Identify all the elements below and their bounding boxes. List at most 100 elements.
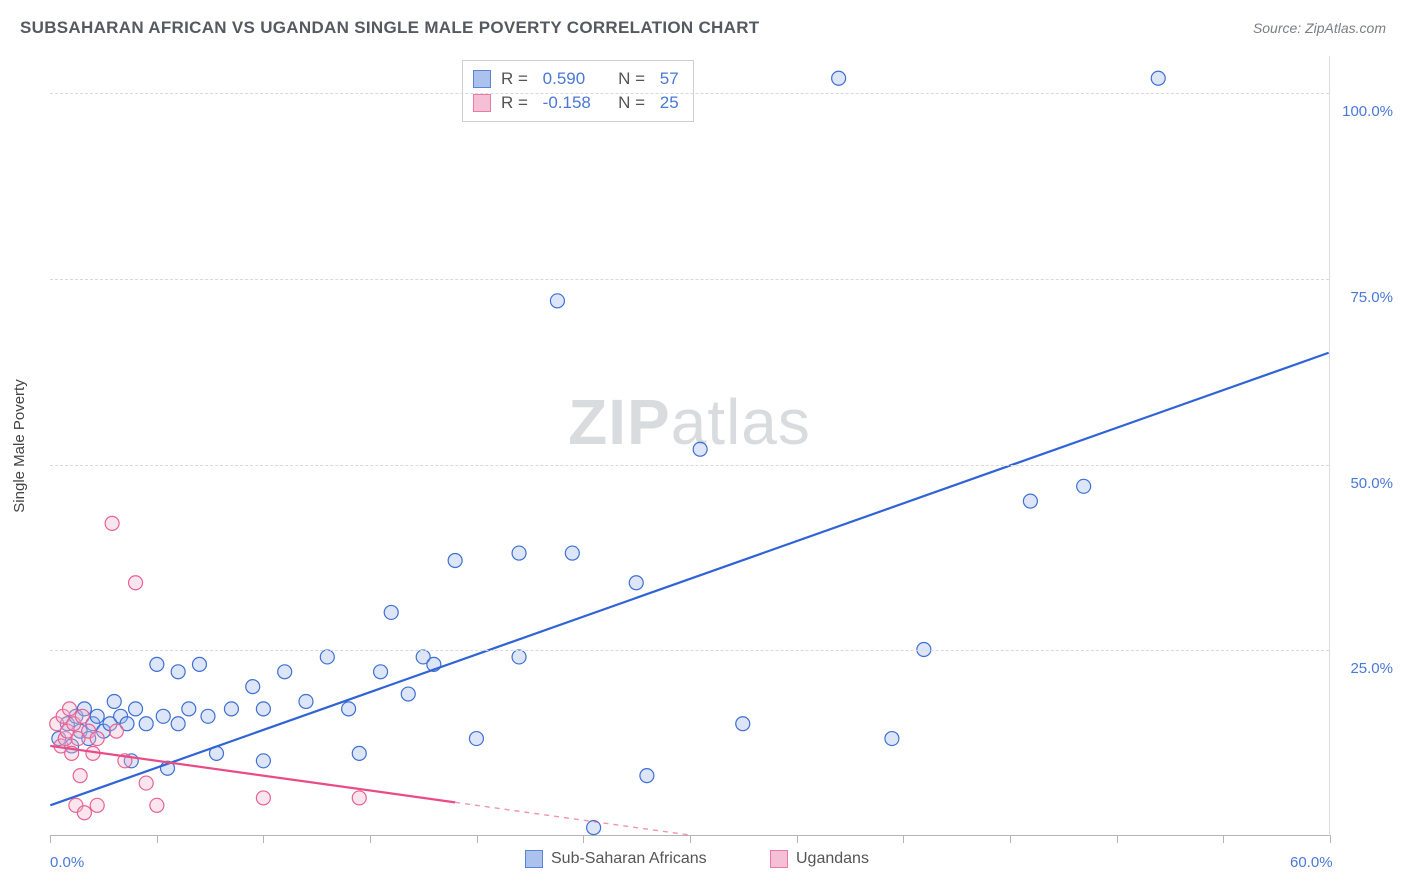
data-point [256, 754, 270, 768]
data-point [832, 71, 846, 85]
x-tick [1330, 835, 1331, 843]
data-point [150, 657, 164, 671]
x-tick [1010, 835, 1011, 843]
gridline [50, 465, 1329, 466]
data-point [299, 694, 313, 708]
data-point [469, 732, 483, 746]
stat-n-value: 57 [660, 67, 679, 91]
gridline [50, 93, 1329, 94]
data-point [1077, 479, 1091, 493]
data-point [77, 806, 91, 820]
data-point [1151, 71, 1165, 85]
data-point [201, 709, 215, 723]
data-point [352, 791, 366, 805]
x-tick [370, 835, 371, 843]
data-point [109, 724, 123, 738]
stat-r-value: -0.158 [543, 91, 599, 115]
data-point [629, 576, 643, 590]
data-point [565, 546, 579, 560]
legend-item: Sub-Saharan Africans [525, 850, 707, 868]
stat-n-label: N = [609, 67, 650, 91]
x-tick-label: 0.0% [50, 854, 84, 871]
legend-swatch [525, 850, 543, 868]
gridline [50, 279, 1329, 280]
data-point [246, 680, 260, 694]
data-point [63, 702, 77, 716]
data-point [105, 516, 119, 530]
x-tick [477, 835, 478, 843]
data-point [352, 746, 366, 760]
data-point [224, 702, 238, 716]
legend-swatch [770, 850, 788, 868]
x-tick [157, 835, 158, 843]
data-point [693, 442, 707, 456]
chart-title: SUBSAHARAN AFRICAN VS UGANDAN SINGLE MAL… [20, 18, 759, 38]
data-point [448, 554, 462, 568]
stat-n-label: N = [609, 91, 650, 115]
stats-row: R = 0.590 N = 57 [473, 67, 679, 91]
data-point [107, 694, 121, 708]
x-tick [583, 835, 584, 843]
trend-line [50, 353, 1328, 806]
data-point [736, 717, 750, 731]
data-point [73, 769, 87, 783]
data-point [256, 791, 270, 805]
stat-n-value: 25 [660, 91, 679, 115]
source-attribution: Source: ZipAtlas.com [1253, 20, 1386, 36]
stats-row: R = -0.158 N = 25 [473, 91, 679, 115]
y-axis-label: Single Male Poverty [11, 379, 28, 512]
gridline [50, 650, 1329, 651]
chart-svg [50, 56, 1329, 835]
data-point [342, 702, 356, 716]
data-point [384, 605, 398, 619]
data-point [90, 732, 104, 746]
data-point [171, 717, 185, 731]
stat-r-label: R = [501, 91, 533, 115]
data-point [1023, 494, 1037, 508]
x-tick [797, 835, 798, 843]
data-point [374, 665, 388, 679]
correlation-stats-box: R = 0.590 N = 57R = -0.158 N = 25 [462, 60, 694, 122]
legend-label: Sub-Saharan Africans [551, 850, 707, 868]
data-point [192, 657, 206, 671]
y-tick-label: 25.0% [1350, 660, 1393, 677]
data-point [75, 709, 89, 723]
legend-label: Ugandans [796, 850, 869, 868]
x-tick [50, 835, 51, 843]
x-tick [690, 835, 691, 843]
y-tick-label: 50.0% [1350, 475, 1393, 492]
data-point [182, 702, 196, 716]
trend-line [50, 746, 455, 802]
x-tick-label: 60.0% [1290, 854, 1333, 871]
trend-line-extrapolated [455, 802, 689, 835]
x-tick [1117, 835, 1118, 843]
data-point [550, 294, 564, 308]
legend-swatch [473, 94, 491, 112]
y-tick-label: 100.0% [1342, 103, 1393, 120]
stat-r-value: 0.590 [543, 67, 599, 91]
data-point [90, 798, 104, 812]
data-point [587, 821, 601, 835]
data-point [512, 650, 526, 664]
data-point [256, 702, 270, 716]
data-point [90, 709, 104, 723]
data-point [139, 776, 153, 790]
data-point [320, 650, 334, 664]
data-point [129, 702, 143, 716]
x-tick [263, 835, 264, 843]
data-point [150, 798, 164, 812]
data-point [278, 665, 292, 679]
data-point [171, 665, 185, 679]
x-tick [1223, 835, 1224, 843]
legend-swatch [473, 70, 491, 88]
data-point [512, 546, 526, 560]
data-point [129, 576, 143, 590]
x-tick [903, 835, 904, 843]
data-point [156, 709, 170, 723]
legend-item: Ugandans [770, 850, 869, 868]
chart-plot-area: ZIPatlas R = 0.590 N = 57R = -0.158 N = … [50, 56, 1330, 836]
stat-r-label: R = [501, 67, 533, 91]
data-point [401, 687, 415, 701]
data-point [139, 717, 153, 731]
data-point [885, 732, 899, 746]
